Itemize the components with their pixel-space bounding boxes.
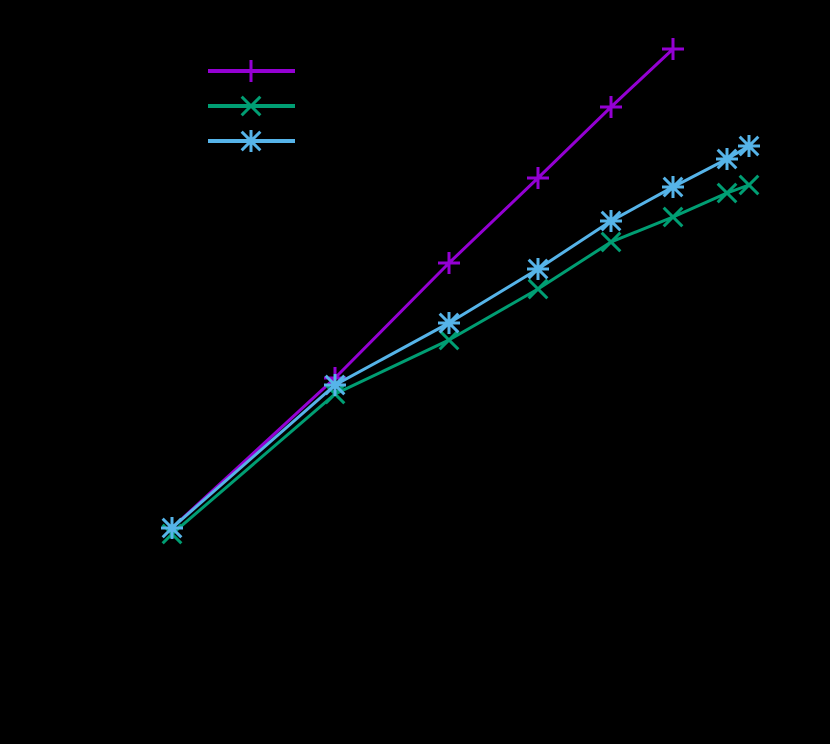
asterisk-marker-icon [716, 148, 738, 170]
cross-marker-icon [716, 182, 738, 204]
asterisk-marker-icon [662, 176, 684, 198]
plus-marker-icon [662, 38, 684, 60]
asterisk-marker-icon [738, 135, 760, 157]
asterisk-marker-icon [324, 374, 346, 396]
series-plus [161, 38, 684, 539]
asterisk-marker-icon [527, 258, 549, 280]
legend-entry [208, 95, 295, 117]
legend [208, 60, 295, 152]
cross-marker-icon [738, 174, 760, 196]
series-asterisk [161, 135, 760, 539]
legend-entry [208, 130, 295, 152]
cross-marker-icon [527, 278, 549, 300]
cross-marker-icon [600, 231, 622, 253]
legend-entry [208, 60, 295, 82]
asterisk-marker-icon [600, 210, 622, 232]
cross-legend-icon [240, 95, 262, 117]
cross-marker-icon [438, 329, 460, 351]
series-layer [161, 38, 760, 545]
asterisk-legend-icon [240, 130, 262, 152]
plus-marker-icon [438, 252, 460, 274]
plus-marker-icon [600, 96, 622, 118]
asterisk-marker-icon [438, 312, 460, 334]
cross-marker-icon [662, 206, 684, 228]
asterisk-marker-icon [161, 517, 183, 539]
plus-legend-icon [240, 60, 262, 82]
plus-marker-icon [527, 167, 549, 189]
